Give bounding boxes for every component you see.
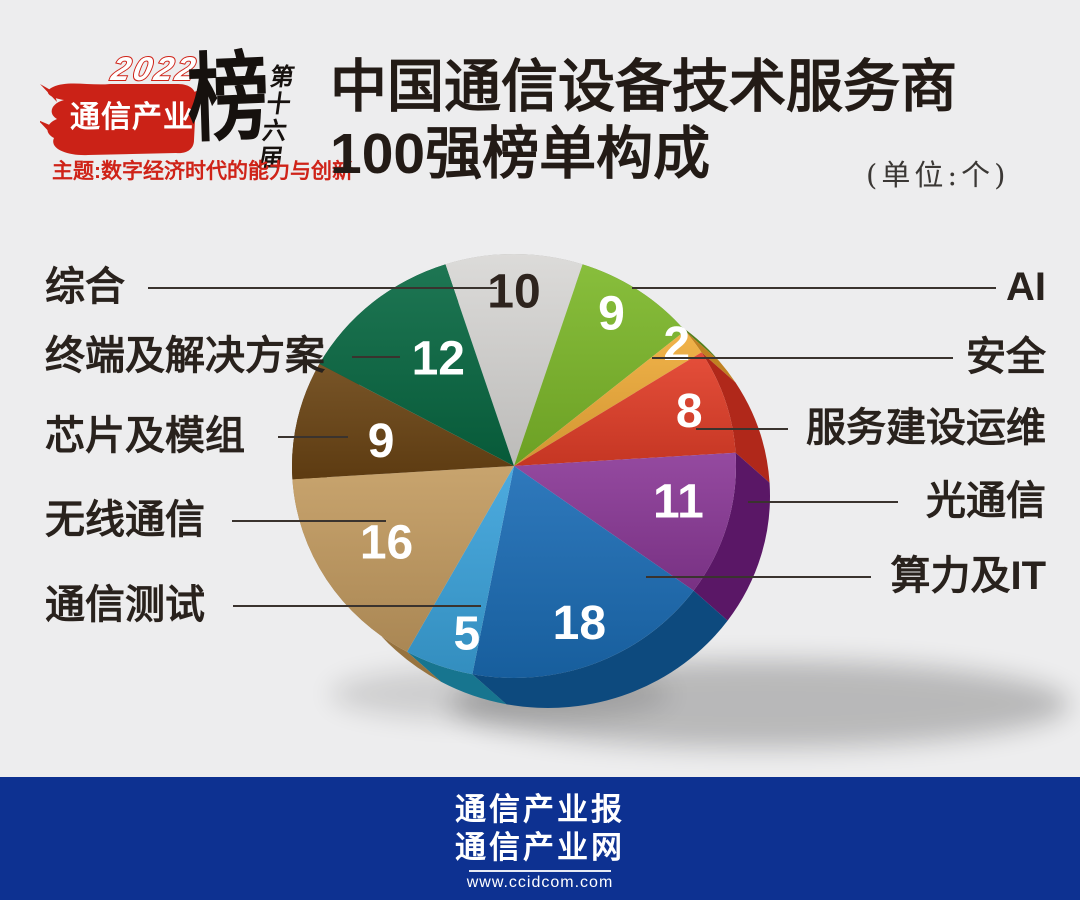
pie-wedge-side-5 — [472, 590, 728, 708]
wedge-value-8: 9 — [368, 415, 395, 468]
footer-divider — [469, 870, 611, 872]
pie-wedge-9 — [319, 264, 514, 466]
callout-label-right-3: 服务建设运维 — [806, 406, 1046, 450]
logo: 2022 — [40, 50, 203, 156]
pie-wedge-0 — [445, 254, 583, 466]
footer-brand-line2: 通信产业网 — [455, 830, 625, 865]
wedge-value-3: 8 — [676, 385, 703, 438]
pie-wedge-3 — [514, 352, 736, 466]
pie-wedge-side-4 — [693, 452, 771, 621]
title-line-2: 100强榜单构成 — [330, 122, 711, 186]
unit-note: (单位:个) — [866, 158, 1010, 192]
wedge-value-1: 9 — [598, 288, 625, 341]
wedge-value-6: 5 — [454, 607, 481, 660]
page-title: 中国通信设备技术服务商 100强榜单构成 — [330, 54, 957, 188]
pie-wedge-side-6 — [407, 651, 507, 705]
pie-wedge-2 — [514, 330, 702, 466]
pie-wedge-1 — [514, 264, 686, 466]
callout-label-right-5: 算力及IT — [890, 554, 1046, 598]
callout-label-right-4: 光通信 — [926, 479, 1046, 523]
footer-brand-line1: 通信产业报 — [455, 792, 625, 827]
logo-year: 2022 — [107, 51, 201, 88]
pie-wedge-4 — [514, 452, 737, 591]
logo-theme: 主题:数字经济时代的能力与创新 — [52, 160, 353, 183]
pie-wedge-side-2 — [685, 330, 736, 383]
pie-wedge-6 — [407, 466, 514, 675]
logo-brand: 通信产业 — [70, 101, 194, 134]
brush-stroke — [40, 83, 203, 156]
callout-label-right-2: 安全 — [966, 335, 1046, 379]
callout-label-left-8: 芯片及模组 — [45, 414, 245, 458]
callout-label-left-0: 综合 — [45, 265, 125, 309]
callout-label-left-6: 通信测试 — [45, 583, 205, 627]
callout-label-right-1: AI — [1006, 265, 1046, 309]
pie-wedge-5 — [472, 466, 694, 678]
callout-label-left-7: 无线通信 — [45, 498, 205, 542]
wedge-value-5: 18 — [553, 597, 606, 650]
wedge-value-2: 2 — [663, 318, 690, 371]
callout-label-left-9: 终端及解决方案 — [45, 334, 325, 378]
wedge-value-4: 11 — [653, 476, 704, 529]
wedge-value-7: 16 — [360, 517, 413, 570]
pie-wedge-side-3 — [701, 352, 770, 483]
footer: 通信产业报 通信产业网 www.ccidcom.com — [0, 777, 1080, 900]
footer-url: www.ccidcom.com — [466, 874, 614, 891]
pie-wedge-8 — [292, 363, 514, 480]
title-line-1: 中国通信设备技术服务商 — [330, 55, 957, 119]
wedge-value-9: 12 — [412, 332, 465, 385]
wedge-value-0: 10 — [487, 266, 540, 319]
